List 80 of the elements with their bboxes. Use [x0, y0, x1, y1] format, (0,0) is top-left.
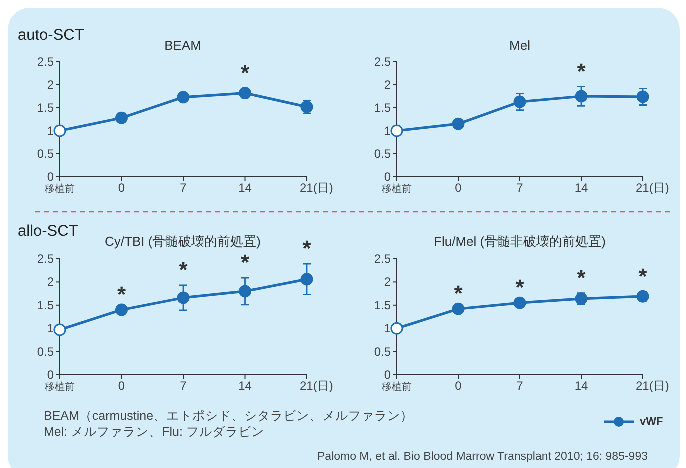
- y-tick-label: 1.5: [374, 298, 392, 312]
- y-tick-label: 0.5: [37, 147, 54, 161]
- x-tick-label: 移植前: [382, 381, 412, 393]
- x-tick-label: 0: [455, 181, 462, 195]
- x-tick-label: 移植前: [382, 183, 412, 195]
- point: [54, 324, 66, 336]
- y-tick-label: 1: [47, 124, 54, 138]
- x-tick-label: 21(日): [300, 181, 334, 195]
- y-tick-label: 0.5: [374, 344, 392, 359]
- x-tick-label: 21(日): [636, 181, 670, 195]
- y-tick-label: 0: [47, 170, 54, 184]
- x-tick-label: 7: [180, 181, 188, 195]
- point: [177, 292, 190, 304]
- point: [177, 91, 190, 104]
- x-tick-label: 7: [180, 379, 188, 393]
- annotation: *: [577, 58, 586, 84]
- x-tick-label: 移植前: [45, 381, 75, 393]
- x-tick-label: 14: [238, 181, 252, 195]
- x-tick-label: 14: [574, 181, 588, 195]
- x-tick-label: 14: [574, 379, 588, 393]
- annotation: *: [638, 264, 648, 289]
- text: Mel: メルファラン、Flu: フルダラビン: [44, 425, 264, 439]
- y-tick-label: 2.5: [374, 55, 392, 69]
- annotation: *: [302, 236, 312, 262]
- chart-title: BEAM: [164, 38, 202, 53]
- text: auto-SCT: [18, 27, 85, 44]
- y-tick-label: 2: [384, 275, 392, 290]
- y-tick-label: 1.5: [37, 101, 54, 115]
- x-tick-label: 21(日): [300, 379, 334, 393]
- annotation: *: [179, 257, 188, 282]
- y-tick-label: 0: [384, 368, 392, 382]
- annotation: *: [516, 275, 525, 300]
- point: [452, 118, 465, 130]
- chart-title: Cy/TBI (骨髄破壊的前処置): [105, 234, 261, 249]
- y-tick-label: 1.5: [374, 101, 392, 115]
- point: [575, 90, 588, 103]
- annotation: *: [454, 281, 464, 306]
- y-tick-label: 0: [384, 170, 392, 184]
- y-tick-label: 2.5: [374, 252, 392, 266]
- x-tick-label: 0: [455, 379, 462, 393]
- y-tick-label: 0: [47, 368, 54, 382]
- y-tick-label: 1: [384, 322, 392, 336]
- x-tick-label: 0: [118, 181, 126, 195]
- y-tick-label: 0.5: [374, 147, 392, 161]
- point: [514, 296, 526, 310]
- x-tick-label: 移植前: [45, 183, 75, 195]
- chart-title: Flu/Mel (骨髄非破壊的前処置): [434, 234, 606, 249]
- point: [390, 322, 404, 335]
- point: [452, 302, 465, 316]
- chart-title: Mel: [510, 38, 531, 53]
- point: [116, 304, 128, 316]
- annotation: *: [577, 265, 586, 290]
- y-tick-label: 1: [384, 124, 392, 138]
- point: [54, 124, 66, 138]
- x-tick-label: 21(日): [636, 379, 670, 393]
- y-tick-label: 2: [47, 78, 54, 92]
- x-tick-label: 14: [238, 379, 252, 393]
- y-tick-label: 2: [384, 78, 392, 92]
- text: allo-SCT: [18, 223, 79, 240]
- annotation: *: [240, 250, 250, 276]
- legend: vWF: [604, 416, 664, 428]
- y-tick-label: 1.5: [37, 298, 54, 312]
- y-tick-label: 2: [47, 275, 54, 290]
- annotation: *: [240, 60, 250, 86]
- y-tick-label: 0.5: [37, 344, 54, 359]
- point: [390, 124, 404, 138]
- point: [514, 96, 526, 108]
- text: BEAM（carmustine、エトポシド、シタラビン、メルファラン）: [44, 409, 414, 423]
- y-tick-label: 1: [47, 322, 54, 336]
- x-tick-label: 7: [516, 379, 524, 393]
- text: Palomo M, et al. Bio Blood Marrow Transplant 2010; 16: 985-993: [318, 451, 648, 463]
- legend-label: vWF: [640, 416, 664, 428]
- x-tick-label: 7: [516, 181, 524, 195]
- y-tick-label: 2.5: [37, 252, 54, 266]
- point: [636, 90, 650, 104]
- y-tick-label: 2.5: [37, 55, 54, 69]
- annotation: *: [117, 282, 126, 308]
- point: [239, 285, 252, 298]
- point: [300, 273, 314, 286]
- x-tick-label: 0: [118, 379, 126, 393]
